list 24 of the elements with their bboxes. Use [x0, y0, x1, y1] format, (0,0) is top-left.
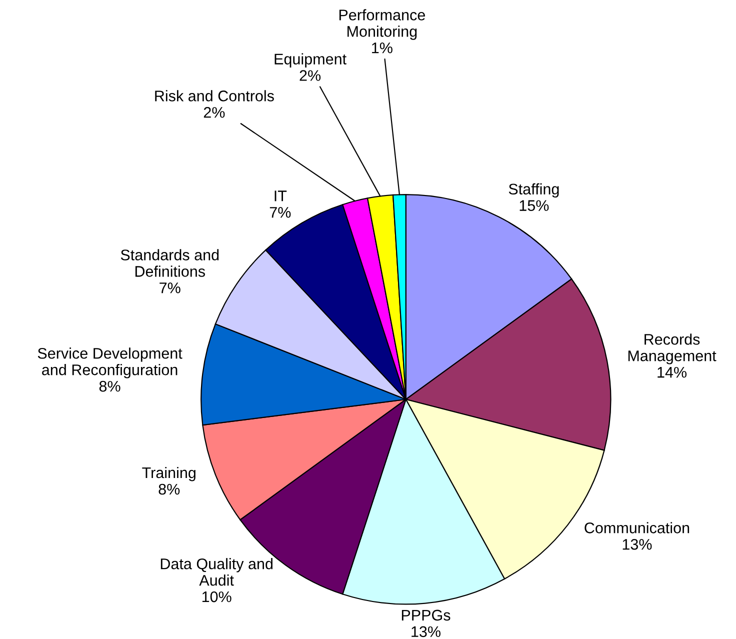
- slice-label: Training: [142, 466, 196, 482]
- data-label: 7%: [270, 207, 291, 218]
- slice-label: PPPGs: [402, 610, 450, 621]
- slice-label: Communication: [584, 522, 690, 534]
- data-label: 15%: [520, 200, 549, 211]
- data-label: 7%: [160, 282, 180, 294]
- slice-label: Standards and Definitions: [120, 249, 219, 277]
- slice-label: Performance Monitoring: [339, 9, 425, 40]
- data-label: 13%: [622, 538, 652, 550]
- data-label: 2%: [300, 70, 321, 81]
- slice-label: Risk and Controls: [155, 90, 274, 102]
- data-label: 14%: [658, 366, 687, 378]
- slice-label: Equipment: [274, 53, 346, 68]
- slice-label: Data Quality and Audit: [160, 558, 272, 586]
- data-label: 2%: [204, 107, 225, 118]
- data-label: 10%: [202, 591, 232, 602]
- slice-label: Records Management: [628, 334, 716, 364]
- data-label: 13%: [412, 626, 440, 638]
- slice-label: Service Development and Reconfiguration: [38, 348, 182, 378]
- data-label: 8%: [99, 380, 120, 392]
- slice-label: Staffing: [508, 183, 559, 198]
- data-label: 1%: [372, 42, 392, 54]
- slice-label: IT: [274, 190, 287, 202]
- data-label: 8%: [158, 484, 180, 495]
